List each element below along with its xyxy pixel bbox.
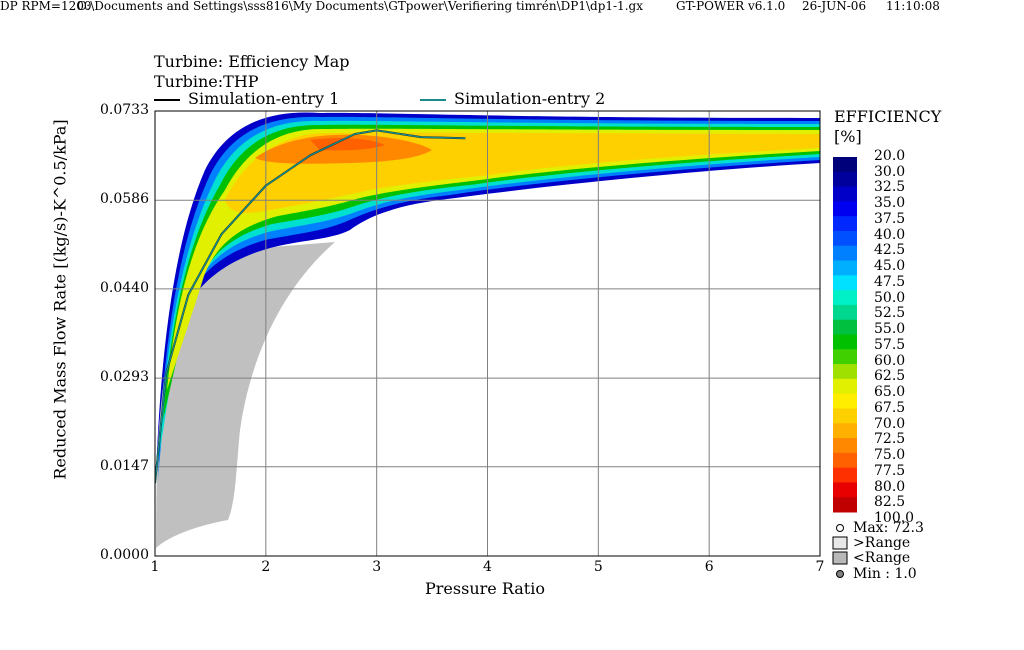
colorbar-swatch (833, 393, 857, 409)
colorbar-swatch (833, 482, 857, 498)
footer-min: Min : 1.0 (853, 566, 917, 582)
colorbar-level-label: 57.5 (874, 336, 906, 353)
plot-frame (154, 110, 821, 557)
colorbar-swatch (833, 260, 857, 276)
x-tick-label: 7 (815, 559, 825, 575)
colorbar-level-label: 60.0 (874, 352, 906, 369)
y-tick-label: 0.0147 (100, 457, 149, 474)
y-tick-label: 0.0293 (100, 369, 149, 386)
colorbar-level-label: 65.0 (874, 384, 906, 401)
colorbar-level-label: 80.0 (874, 478, 906, 495)
colorbar-swatch (833, 349, 857, 365)
x-tick-label: 5 (593, 559, 603, 575)
colorbar-swatch (833, 171, 857, 188)
footer-max: Max: 72.3 (853, 520, 924, 536)
x-tick-label: 1 (150, 559, 160, 575)
series-line-2 (155, 129, 466, 484)
colorbar-level-label: 50.0 (874, 289, 906, 306)
legend-swatch-entry-2 (420, 99, 446, 101)
contour-layer (155, 112, 820, 548)
colorbar-level-label: 40.0 (874, 226, 906, 243)
colorbar-level-label: 67.5 (874, 399, 906, 416)
colorbar-level-label: 42.5 (874, 242, 906, 259)
colorbar-swatch (833, 438, 857, 454)
below-range-swatch (832, 551, 848, 565)
footer-below-range: <Range (853, 550, 911, 566)
chart-title: Turbine: Efficiency Map (154, 52, 350, 71)
colorbar-level-label: 20.0 (874, 148, 906, 164)
legend-label-entry-2: Simulation-entry 2 (454, 89, 606, 108)
max-marker-icon (836, 524, 844, 532)
footer-above-range: >Range (853, 535, 911, 551)
x-tick-label: 4 (483, 559, 492, 575)
header-version: GT-POWER v6.1.0 (676, 0, 786, 13)
legend-swatch-entry-1 (154, 99, 180, 101)
min-marker-icon (836, 570, 844, 578)
colorbar-level-label: 52.5 (874, 305, 906, 322)
x-tick-label: 3 (372, 559, 382, 575)
colorbar-level-label: 35.0 (874, 195, 906, 212)
colorbar-swatch (833, 245, 857, 262)
colorbar-swatch (833, 290, 857, 306)
colorbar-swatch (833, 378, 857, 395)
y-tick-label: 0.0733 (100, 102, 149, 118)
chart-subtitle: Turbine:THP (154, 72, 259, 91)
colorbar-level-label: 82.5 (874, 494, 906, 511)
colorbar (833, 157, 857, 513)
y-tick-label: 0.0000 (100, 547, 149, 563)
colorbar-swatch (833, 201, 857, 217)
header-file-path: C:\Documents and Settings\sss816\My Docu… (77, 0, 643, 13)
legend-label-entry-1: Simulation-entry 1 (188, 89, 340, 108)
colorbar-title: EFFICIENCY (834, 107, 942, 126)
colorbar-level-label: 75.0 (874, 447, 906, 464)
colorbar-level-label: 45.0 (874, 258, 906, 275)
y-tick-label: 0.0440 (100, 279, 149, 296)
x-tick-label: 2 (261, 559, 271, 575)
x-tick-label: 6 (704, 559, 714, 575)
below-range-region (156, 242, 335, 548)
series-layer (155, 129, 466, 484)
colorbar-unit: [%] (834, 127, 862, 146)
colorbar-level-label: 77.5 (874, 462, 906, 479)
colorbar-swatch (833, 216, 857, 232)
colorbar-level-label: 30.0 (874, 163, 906, 180)
y-axis-title: Reduced Mass Flow Rate [(kg/s)-K^0.5/kPa… (50, 119, 70, 480)
colorbar-swatch (833, 408, 857, 424)
colorbar-level-label: 32.5 (874, 179, 906, 196)
y-tick-label: 0.0586 (100, 191, 149, 208)
colorbar-level-label: 62.5 (874, 368, 906, 385)
header-time: 11:10:08 (886, 0, 940, 13)
x-axis-title: Pressure Ratio (425, 579, 545, 598)
colorbar-swatch (833, 157, 857, 173)
colorbar-level-label: 70.0 (874, 415, 906, 432)
colorbar-level-label: 37.5 (874, 210, 906, 227)
colorbar-swatch (833, 423, 857, 439)
colorbar-level-label: 47.5 (874, 273, 906, 290)
colorbar-swatch (833, 452, 857, 469)
colorbar-swatch (833, 467, 857, 483)
colorbar-level-label: 55.0 (874, 321, 906, 338)
colorbar-swatch (833, 275, 857, 291)
colorbar-swatch (833, 304, 857, 321)
above-range-swatch (832, 536, 848, 550)
colorbar-level-label: 100.0 (874, 510, 915, 526)
colorbar-level-label: 72.5 (874, 431, 906, 448)
colorbar-swatch (833, 497, 857, 513)
colorbar-swatch (833, 319, 857, 335)
header-run-label: DP RPM=1200 (0, 0, 92, 13)
colorbar-swatch (833, 334, 857, 350)
header-date: 26-JUN-06 (802, 0, 867, 13)
colorbar-swatch (833, 364, 857, 380)
colorbar-swatch (833, 230, 857, 247)
colorbar-swatch (833, 186, 857, 202)
